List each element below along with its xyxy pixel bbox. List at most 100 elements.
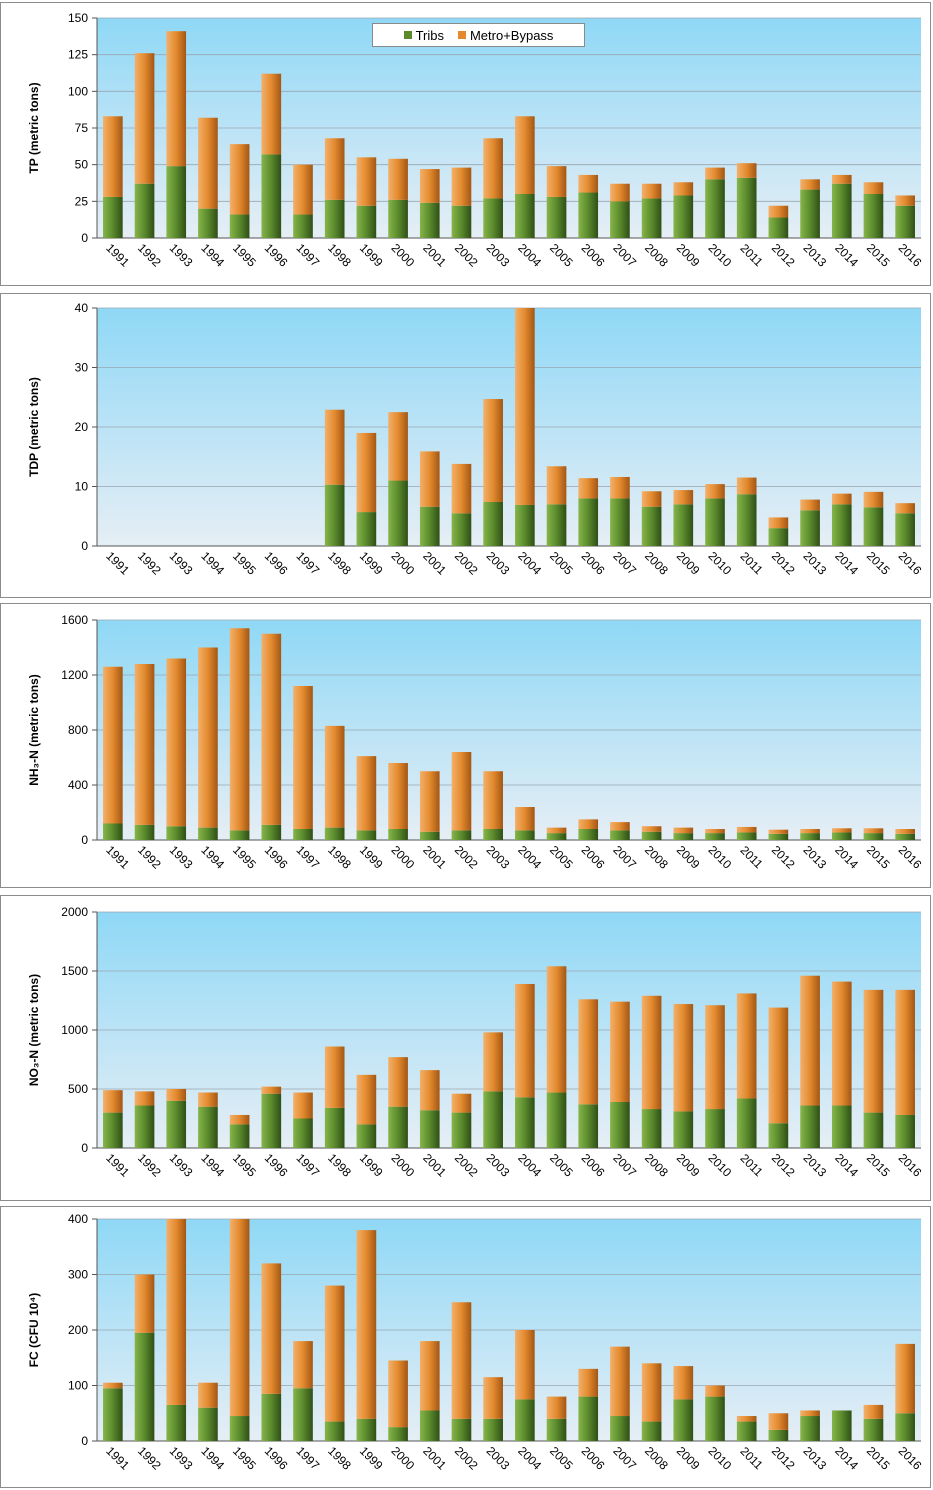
bar-metro-bypass [895, 195, 915, 206]
bar-tribs [451, 513, 472, 546]
bar-tribs [198, 1407, 218, 1441]
bar-metro-bypass [419, 771, 440, 832]
bar-metro-bypass [800, 975, 820, 1106]
bar-metro-bypass [261, 1086, 282, 1094]
bar-tribs [103, 1388, 123, 1441]
bar-tribs [483, 198, 503, 238]
bar-tribs [229, 1416, 250, 1441]
bar-tribs [515, 1097, 535, 1148]
bar-metro-bypass [673, 827, 694, 834]
bar-metro-bypass [293, 1341, 313, 1389]
bar-metro-bypass [419, 451, 440, 507]
bar-metro-bypass [515, 1330, 535, 1400]
y-tick-label: 0 [81, 1434, 88, 1448]
bar-tribs [705, 1396, 725, 1441]
bar-tribs [483, 1091, 503, 1148]
y-axis-title: NO₃-N (metric tons) [27, 974, 41, 1086]
bar-metro-bypass [134, 1274, 155, 1333]
bar-tribs [863, 194, 884, 238]
bar-tribs [768, 1123, 789, 1148]
chart-panel-tdp: 0 10 20 30 40 TDP (metric tons) 1991 1992 1993 19… [0, 293, 931, 598]
bar-tribs [641, 1109, 662, 1148]
bar-metro-bypass [641, 183, 662, 199]
bar-metro-bypass [800, 1410, 820, 1417]
y-axis-title: TDP (metric tons) [27, 377, 41, 477]
bar-tribs [610, 201, 630, 238]
bar-metro-bypass [705, 829, 725, 834]
bar-metro-bypass [483, 138, 503, 199]
bar-metro-bypass [293, 164, 313, 215]
bar-tribs [863, 507, 884, 546]
bar-tribs [578, 498, 599, 546]
legend-swatch-tribs [403, 31, 412, 39]
bar-metro-bypass [863, 491, 884, 508]
bar-tribs [641, 506, 662, 546]
bar-metro-bypass [229, 1219, 250, 1417]
y-tick-label: 0 [81, 231, 88, 245]
bar-metro-bypass [419, 1341, 440, 1411]
bar-tribs [103, 823, 123, 840]
bar-metro-bypass [863, 828, 884, 834]
bar-tribs [419, 1110, 440, 1148]
y-tick-label: 1500 [61, 964, 88, 978]
y-tick-label: 20 [75, 420, 89, 434]
y-tick-label: 125 [68, 48, 88, 62]
bar-metro-bypass [736, 993, 757, 1099]
bar-tribs [229, 214, 250, 238]
bar-tribs [515, 194, 535, 238]
bar-tribs [546, 1092, 567, 1148]
bar-metro-bypass [166, 658, 187, 827]
bar-tribs [736, 1098, 757, 1148]
bar-metro-bypass [768, 1007, 789, 1124]
bar-metro-bypass [419, 169, 440, 203]
y-tick-label: 500 [68, 1082, 88, 1096]
bar-metro-bypass [831, 493, 852, 505]
bar-tribs [768, 833, 789, 840]
bar-tribs [705, 1109, 725, 1148]
bar-metro-bypass [229, 144, 250, 215]
legend-item-metro: Metro+Bypass [457, 28, 553, 43]
y-tick-label: 0 [81, 833, 88, 847]
bar-metro-bypass [895, 503, 915, 514]
bar-metro-bypass [895, 829, 915, 834]
bar-tribs [198, 827, 218, 840]
bar-metro-bypass [546, 466, 567, 505]
y-tick-label: 1000 [61, 1023, 88, 1037]
bar-tribs [419, 202, 440, 238]
bar-metro-bypass [103, 666, 123, 824]
bar-metro-bypass [483, 1377, 503, 1419]
bar-metro-bypass [673, 1366, 694, 1400]
bar-tribs [800, 510, 820, 546]
y-tick-label: 2000 [61, 905, 88, 919]
legend-item-tribs: Tribs [403, 28, 444, 43]
bar-tribs [451, 1112, 472, 1148]
bar-tribs [229, 830, 250, 840]
bar-tribs [546, 196, 567, 238]
bar-metro-bypass [705, 1385, 725, 1397]
bar-tribs [261, 154, 282, 238]
bar-metro-bypass [515, 807, 535, 831]
bar-tribs [610, 1101, 630, 1148]
bar-metro-bypass [610, 476, 630, 499]
chart-panel-fc: 0 100 200 300 400 FC (CFU 10⁴) 1991 1992 1993 199… [0, 1206, 931, 1488]
bar-tribs [515, 1399, 535, 1441]
bar-tribs [641, 1421, 662, 1441]
bar-tribs [546, 833, 567, 840]
bar-metro-bypass [578, 174, 599, 193]
bar-metro-bypass [800, 829, 820, 834]
bar-metro-bypass [546, 827, 567, 834]
bar-tribs [419, 1410, 440, 1441]
bar-tribs [705, 498, 725, 546]
bar-metro-bypass [578, 819, 599, 829]
bar-metro-bypass [324, 1046, 345, 1108]
bar-metro-bypass [546, 1396, 567, 1419]
bar-metro-bypass [641, 826, 662, 832]
bar-tribs [324, 199, 345, 238]
bar-metro-bypass [768, 205, 789, 218]
bar-metro-bypass [229, 1114, 250, 1125]
bar-tribs [451, 205, 472, 238]
bar-metro-bypass [451, 167, 472, 206]
bar-tribs [134, 1332, 155, 1441]
